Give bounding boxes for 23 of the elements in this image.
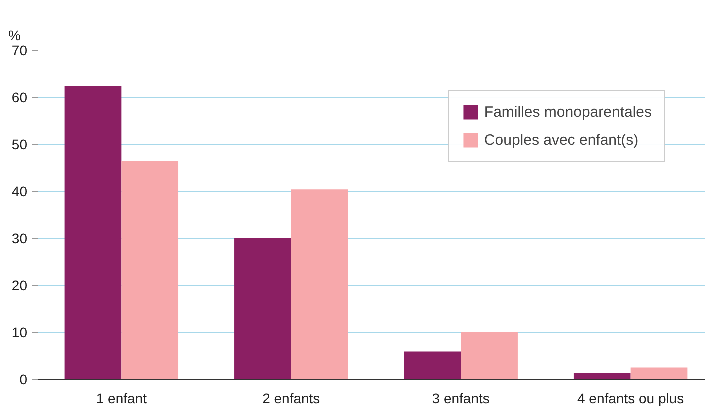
x-tick-label: 4 enfants ou plus [578,390,684,406]
bar [574,373,631,380]
y-tick-label: 0 [20,372,28,388]
bar [404,352,462,380]
bar [122,160,179,380]
x-tick-label: 1 enfant [96,390,148,406]
bar [630,368,688,380]
x-tick-label: 3 enfants [432,390,490,406]
bar [234,238,292,380]
y-tick-label: 60 [12,90,28,106]
bar [291,190,348,380]
legend-label: Couples avec enfant(s) [484,132,639,148]
bar [64,86,122,380]
y-tick-label: 40 [12,184,28,200]
x-tick-label: 2 enfants [262,390,320,406]
y-tick-label: 10 [12,324,28,340]
y-tick-label: 50 [12,136,28,152]
legend-label: Familles monoparentales [484,104,652,120]
y-tick-label: 70 [12,42,28,58]
y-tick-label: 20 [12,278,28,294]
y-axis-title: % [8,28,21,44]
y-tick-label: 30 [12,230,28,246]
bar [461,332,518,380]
